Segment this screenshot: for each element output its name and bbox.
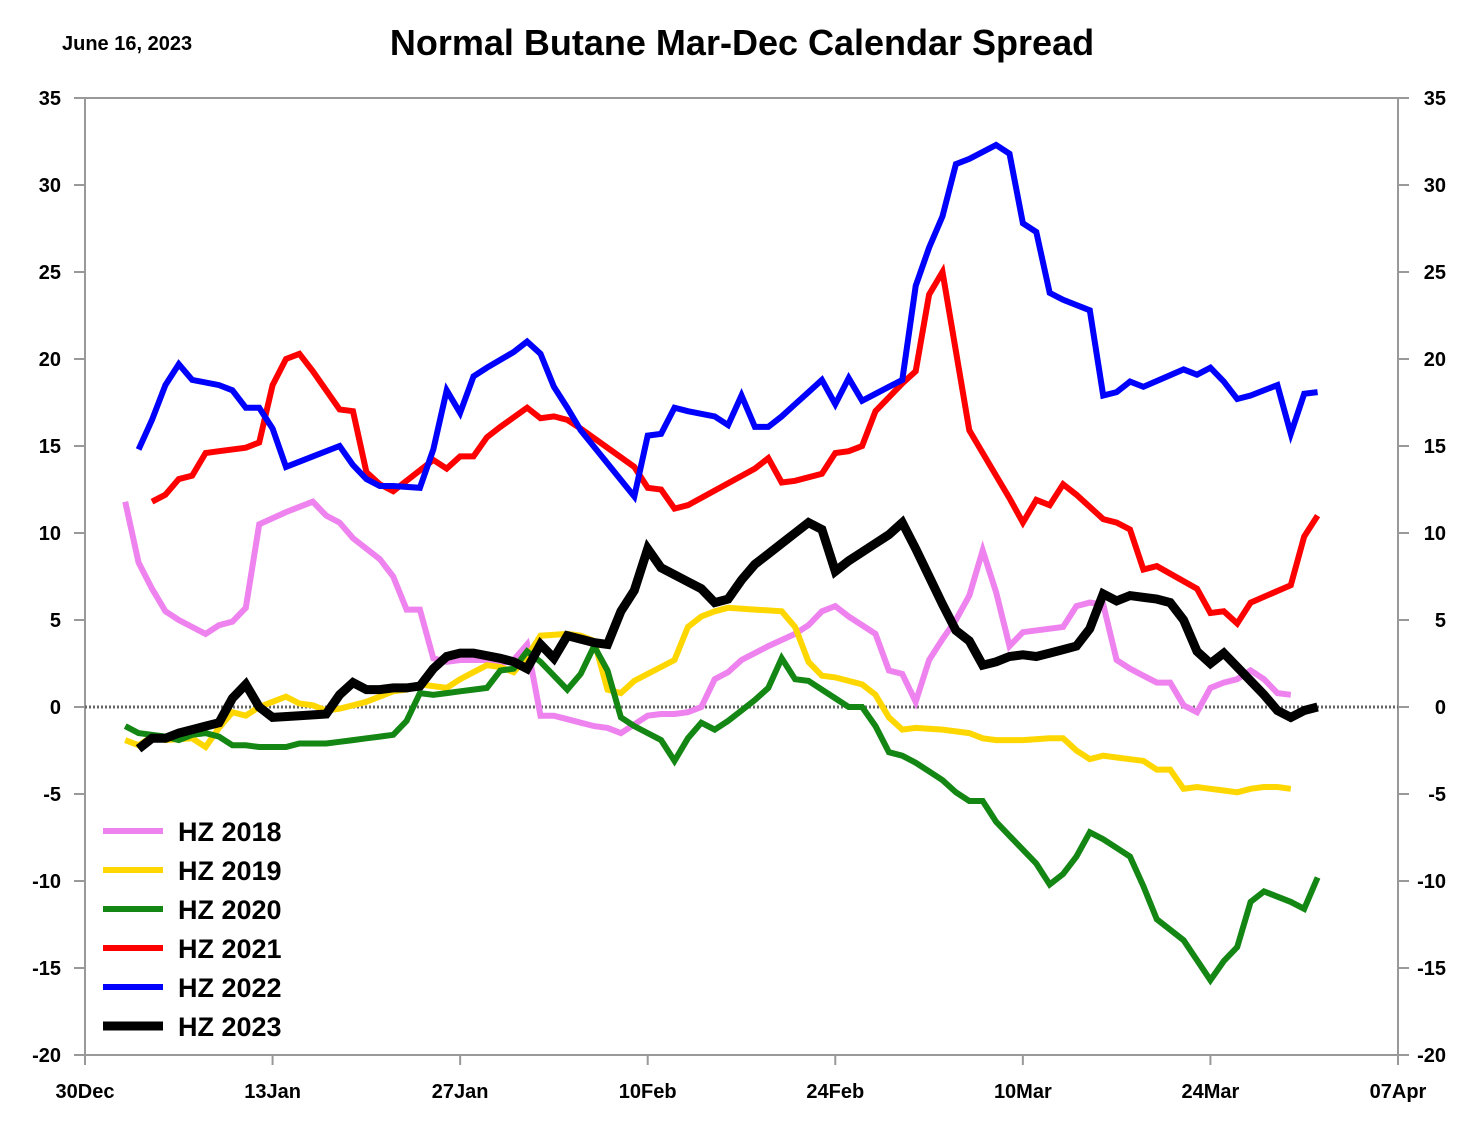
y-tick-label-left: 10 bbox=[39, 523, 61, 545]
plot-frame bbox=[84, 97, 1399, 1056]
chart-title: Normal Butane Mar-Dec Calendar Spread bbox=[389, 22, 1095, 63]
x-tick-label: 10Feb bbox=[619, 1081, 677, 1103]
y-tick-label-left: 20 bbox=[39, 349, 61, 371]
x-tick-label: 30Dec bbox=[56, 1081, 115, 1103]
y-tick-label-left: -15 bbox=[32, 958, 61, 980]
y-tick-label-left: 15 bbox=[39, 436, 61, 458]
series-line-hz-2020 bbox=[123, 639, 1321, 986]
y-tick-label-right: -5 bbox=[1428, 784, 1446, 806]
y-tick-label-left: 0 bbox=[50, 697, 61, 719]
y-tick-label-left: -5 bbox=[43, 784, 61, 806]
legend-label-hz-2020: HZ 2020 bbox=[178, 895, 282, 925]
x-tick-label: 24Mar bbox=[1182, 1081, 1240, 1103]
y-tick-label-right: 30 bbox=[1424, 175, 1446, 197]
x-tick-label: 10Mar bbox=[994, 1081, 1052, 1103]
y-tick-label-left: 25 bbox=[39, 262, 61, 284]
y-tick-label-right: -15 bbox=[1417, 958, 1446, 980]
series-line-hz-2022 bbox=[135, 141, 1318, 504]
series-line-hz-2023 bbox=[135, 515, 1319, 753]
legend-label-hz-2022: HZ 2022 bbox=[178, 973, 282, 1003]
axis-ticks: 35 35 30 30 25 25 20 20 15 15 10 10 5 5 0 0 -5 -5 -10 -10 -1… bbox=[32, 88, 1446, 1103]
legend-label-hz-2018: HZ 2018 bbox=[178, 817, 282, 847]
series-line-hz-2018 bbox=[122, 498, 1292, 737]
y-tick-label-right: -10 bbox=[1417, 871, 1446, 893]
series-line-hz-2021 bbox=[150, 263, 1321, 629]
x-tick-label: 27Jan bbox=[432, 1081, 489, 1103]
y-tick-label-right: 0 bbox=[1435, 697, 1446, 719]
x-tick-label: 07Apr bbox=[1370, 1081, 1427, 1103]
y-tick-label-left: -10 bbox=[32, 871, 61, 893]
legend: HZ 2018 HZ 2019 HZ 2020 HZ 2021 HZ 2022 HZ 20… bbox=[103, 817, 282, 1042]
x-tick-label: 24Feb bbox=[806, 1081, 864, 1103]
y-tick-label-left: -20 bbox=[32, 1045, 61, 1067]
legend-label-hz-2023: HZ 2023 bbox=[178, 1012, 282, 1042]
legend-label-hz-2019: HZ 2019 bbox=[178, 856, 282, 886]
y-tick-label-left: 30 bbox=[39, 175, 61, 197]
y-tick-label-right: 35 bbox=[1424, 88, 1446, 110]
legend-label-hz-2021: HZ 2021 bbox=[178, 934, 282, 964]
series-line-hz-2019 bbox=[124, 604, 1292, 796]
series-layer bbox=[122, 141, 1321, 986]
y-tick-label-left: 35 bbox=[39, 88, 61, 110]
y-tick-label-right: 20 bbox=[1424, 349, 1446, 371]
x-tick-label: 13Jan bbox=[244, 1081, 301, 1103]
y-tick-label-right: 10 bbox=[1424, 523, 1446, 545]
y-tick-label-left: 5 bbox=[50, 610, 61, 632]
y-tick-label-right: 5 bbox=[1435, 610, 1446, 632]
y-tick-label-right: 25 bbox=[1424, 262, 1446, 284]
y-tick-label-right: 15 bbox=[1424, 436, 1446, 458]
date-label: June 16, 2023 bbox=[62, 33, 193, 55]
y-tick-label-right: -20 bbox=[1417, 1045, 1446, 1067]
